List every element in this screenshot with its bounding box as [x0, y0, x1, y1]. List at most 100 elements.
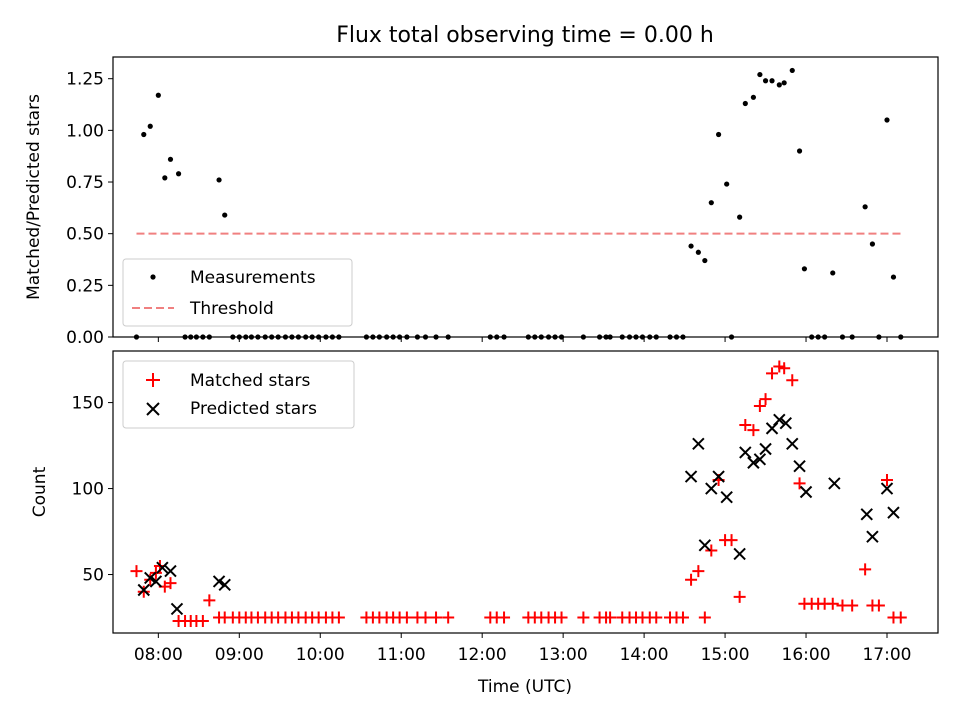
- measurement-point: [890, 274, 897, 280]
- matched-point: [430, 611, 443, 624]
- matched-point: [650, 611, 663, 624]
- measurement-point: [167, 156, 174, 162]
- predicted-point: [144, 571, 157, 585]
- measurement-point: [849, 334, 855, 340]
- measurement-point: [673, 334, 680, 340]
- matched-point: [766, 367, 779, 380]
- measurement-point: [200, 334, 206, 340]
- matched-point: [203, 594, 216, 607]
- measurement-point: [702, 257, 708, 264]
- measurement-point: [639, 334, 646, 340]
- matched-point: [577, 611, 590, 624]
- measurement-point: [647, 334, 653, 340]
- matched-point: [604, 611, 617, 624]
- x-axis-label: Time (UTC): [477, 677, 572, 697]
- predicted-point: [698, 539, 712, 552]
- matched-point: [725, 534, 738, 547]
- matched-point: [676, 611, 689, 624]
- measurement-point: [789, 67, 795, 74]
- measurement-point: [289, 334, 295, 340]
- matched-point: [130, 565, 143, 578]
- measurement-point: [236, 334, 242, 340]
- predicted-point: [860, 508, 873, 521]
- measurement-point: [750, 94, 757, 100]
- predicted-point: [733, 547, 746, 561]
- matched-point: [894, 611, 907, 624]
- measurement-point: [370, 334, 376, 340]
- matched-point: [826, 597, 839, 610]
- measurement-point: [607, 334, 613, 340]
- predicted-point: [692, 437, 705, 451]
- predicted-point: [149, 575, 163, 588]
- x-tick-label: 16:00: [782, 645, 831, 665]
- matched-point: [786, 374, 799, 387]
- x-tick-label: 15:00: [701, 645, 750, 665]
- measurement-point: [182, 334, 188, 340]
- matched-point: [419, 611, 432, 624]
- measurement-point: [255, 334, 261, 340]
- predicted-point: [887, 506, 900, 519]
- ratio-legend: Measurements Threshold: [122, 258, 353, 327]
- legend-threshold-label: Threshold: [189, 299, 274, 319]
- count-legend: Matched stars Predicted stars: [122, 360, 355, 429]
- matched-point: [137, 585, 150, 598]
- measurement-point: [538, 334, 544, 340]
- predicted-point: [773, 413, 786, 426]
- measurement-point: [532, 334, 538, 340]
- predicted-point: [779, 417, 792, 430]
- matched-point: [872, 599, 885, 612]
- measurement-point: [323, 334, 329, 340]
- predicted-point: [747, 456, 760, 469]
- matched-point: [733, 590, 746, 603]
- measurement-point: [433, 334, 439, 340]
- ratio-legend-box: [122, 258, 353, 327]
- measurement-point: [309, 334, 315, 340]
- predicted-point: [866, 530, 879, 543]
- measurement-point: [397, 334, 403, 340]
- measurement-point: [248, 334, 255, 340]
- measurement-point: [626, 334, 633, 340]
- measurement-point: [801, 266, 808, 272]
- measurement-point: [262, 334, 268, 340]
- measurement-point: [303, 334, 309, 340]
- measurement-point: [384, 334, 390, 340]
- matched-point: [859, 563, 872, 576]
- matched-point: [164, 577, 177, 590]
- measurement-point: [222, 212, 228, 218]
- measurement-point: [619, 334, 625, 340]
- count-marks: [130, 360, 907, 627]
- predicted-point: [684, 470, 698, 483]
- measurement-point: [728, 334, 735, 340]
- measurement-point: [757, 71, 763, 78]
- measurement-point: [653, 334, 659, 340]
- measurement-point: [796, 148, 803, 154]
- predicted-point: [739, 446, 752, 459]
- matched-point: [753, 400, 766, 413]
- figure-title: Flux total observing time = 0.00 h: [336, 23, 714, 48]
- measurement-point: [633, 334, 639, 340]
- measurement-point: [275, 334, 281, 340]
- matched-point: [442, 611, 455, 624]
- measurement-point: [884, 117, 890, 123]
- legend-predicted-marker: [146, 402, 160, 416]
- predicted-point: [799, 485, 813, 499]
- measurement-point: [680, 334, 686, 340]
- legend-predicted-label: Predicted stars: [190, 399, 317, 419]
- measurement-point: [708, 200, 714, 206]
- legend-matched-label: Matched stars: [190, 371, 310, 391]
- measurement-point: [147, 123, 153, 129]
- y-tick-label: 1.00: [66, 121, 104, 141]
- predicted-point: [759, 442, 772, 456]
- count-legend-box: [122, 360, 355, 429]
- predicted-point: [137, 583, 150, 597]
- measurement-point: [363, 334, 370, 340]
- measurement-point: [390, 334, 396, 340]
- measurement-point: [558, 334, 565, 340]
- measurement-point: [133, 334, 140, 340]
- x-tick-label: 17:00: [862, 645, 911, 665]
- measurement-point: [336, 334, 342, 340]
- ratio-marks: [133, 67, 904, 340]
- matched-point: [778, 362, 791, 375]
- measurement-point: [839, 334, 846, 340]
